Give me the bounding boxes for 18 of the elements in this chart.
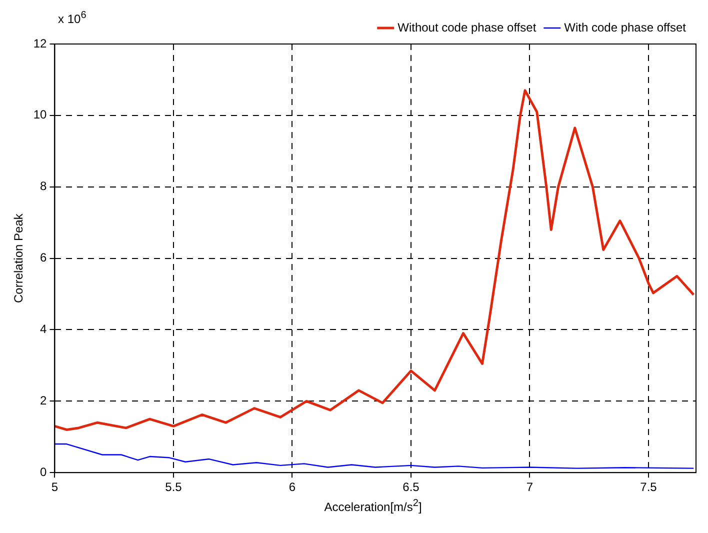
x-tick-label: 6.5 <box>402 480 420 494</box>
y-tick-label: 12 <box>33 36 48 50</box>
y-tick-label: 6 <box>40 250 48 265</box>
text: x 10$^{6}$ <box>58 10 86 26</box>
y-tick-label: 10 <box>33 108 48 122</box>
x-axis-title: Acceleration[m/s$^{2}$] <box>323 498 423 514</box>
x-tick-label: 7.5 <box>640 480 658 494</box>
y-tick-label: 2 <box>40 393 48 408</box>
y-tick-label: 0 <box>40 464 48 479</box>
legend-label: Without code phase offset <box>398 20 537 34</box>
x-tick-label: 7 <box>526 480 534 494</box>
x-tick-label: 5 <box>51 480 58 494</box>
y-axis-title: Correlation Peak <box>12 212 26 303</box>
x-tick-label: 6 <box>288 480 296 494</box>
y-tick-label: 4 <box>40 322 48 336</box>
x-tick-label: 5.5 <box>165 480 182 494</box>
legend-label: With code phase offset <box>564 20 687 34</box>
y-tick-label: 8 <box>40 179 48 194</box>
